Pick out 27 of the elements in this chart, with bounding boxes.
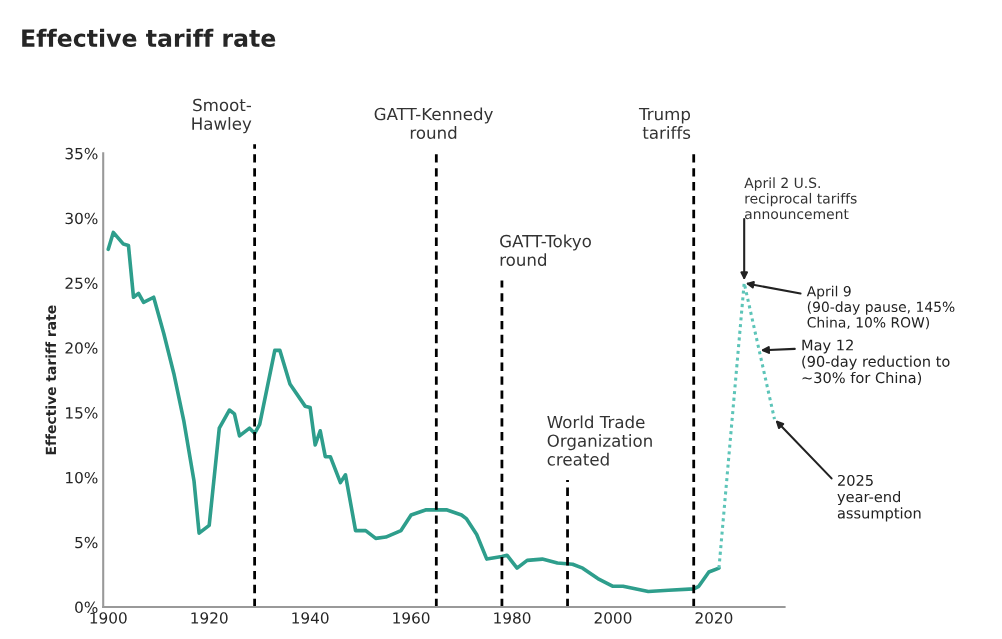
y-tick-label: 5% xyxy=(75,536,98,549)
x-tick-label: 1920 xyxy=(191,612,228,624)
x-tick-label: 1960 xyxy=(393,612,430,624)
x-tick-label: 1980 xyxy=(494,612,531,624)
line-series xyxy=(106,230,721,594)
ref-line-label: World Trade Organization created xyxy=(547,415,652,466)
y-tick-label: 10% xyxy=(66,471,98,484)
y-tick-label: 0% xyxy=(75,601,98,614)
x-tick-label: 2000 xyxy=(594,612,632,624)
y-axis-title: Effective tariff rate xyxy=(45,305,57,455)
y-tick-label: 30% xyxy=(65,212,98,225)
y-tick-label: 35% xyxy=(65,147,98,160)
y-tick-label: 25% xyxy=(65,277,98,290)
ref-line-label: Trump tariffs xyxy=(638,107,691,140)
y-tick-label: 15% xyxy=(66,407,98,419)
ref-line-label: Smoot- Hawley xyxy=(192,98,252,134)
x-tick-label: 1940 xyxy=(292,612,329,624)
x-tick-label: 1900 xyxy=(90,612,127,624)
y-tick-label: 20% xyxy=(65,342,98,354)
chart-title: Effective tariff rate xyxy=(22,28,276,48)
x-tick-label: 2020 xyxy=(695,612,733,624)
annotation: April 2 U.S. reciprocal tariffs announcement xyxy=(744,177,857,220)
ref-line-label: GATT-Tokyo round xyxy=(500,234,591,267)
annotation: May 12 (90-day reduction to ~30% for China) xyxy=(802,339,950,385)
annotation: April 9 (90-day pause, 145% China, 10% ROW) xyxy=(806,285,955,330)
annotation: 2025 year-end assumption xyxy=(837,474,921,522)
ref-line-label: GATT-Kennedy round xyxy=(374,107,493,140)
